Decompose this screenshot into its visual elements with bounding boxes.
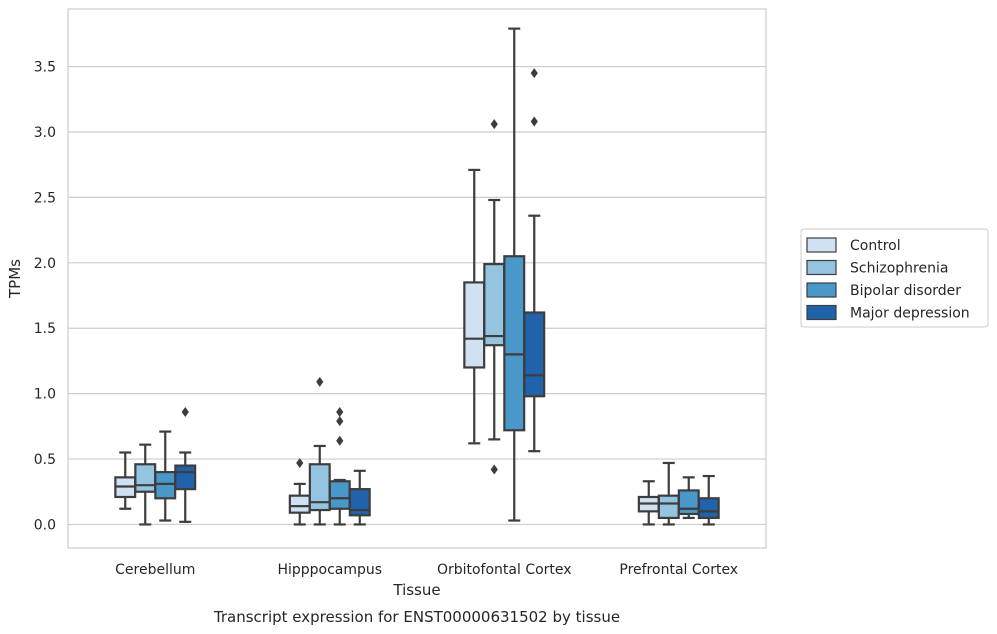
box bbox=[114, 451, 137, 510]
box bbox=[174, 406, 197, 523]
box-body bbox=[288, 494, 311, 514]
y-tick-label: 3.5 bbox=[34, 60, 56, 76]
x-axis-label: Tissue bbox=[392, 581, 440, 599]
outlier-point bbox=[530, 68, 538, 79]
x-axis-ticks: Cerebellum Hipppocampus Orbitofontal Corte… bbox=[115, 562, 738, 578]
chart-title: Transcript expression for ENST0000063150… bbox=[213, 608, 620, 626]
y-tick-label: 2.5 bbox=[34, 190, 56, 206]
x-tick-label: Orbitofontal Cortex bbox=[437, 562, 572, 578]
legend-frame bbox=[800, 228, 989, 328]
box-body bbox=[523, 311, 546, 398]
grid-lines bbox=[68, 65, 766, 526]
x-tick-label: Prefrontal Cortex bbox=[619, 562, 738, 578]
outlier-point bbox=[181, 406, 189, 417]
outlier-point bbox=[490, 119, 498, 130]
box bbox=[288, 457, 311, 526]
y-tick-label: 2.0 bbox=[34, 256, 56, 272]
series-control bbox=[114, 168, 660, 526]
legend-label: Control bbox=[850, 238, 901, 254]
box bbox=[328, 406, 351, 526]
box bbox=[134, 443, 157, 526]
box-body bbox=[503, 255, 526, 432]
legend-swatch bbox=[806, 304, 837, 321]
outlier-point bbox=[490, 464, 498, 475]
series-major-depression bbox=[174, 68, 720, 526]
box bbox=[697, 474, 720, 526]
y-tick-label: 3.0 bbox=[34, 125, 56, 141]
legend-swatch bbox=[806, 282, 837, 298]
outlier-point bbox=[336, 416, 344, 427]
plot-frame bbox=[67, 8, 767, 549]
legend-label: Major depression bbox=[850, 306, 970, 322]
outlier-point bbox=[296, 457, 304, 468]
outlier-point bbox=[336, 406, 344, 417]
box bbox=[308, 376, 331, 526]
box-plot-series bbox=[114, 27, 720, 526]
box bbox=[154, 430, 177, 522]
box-body bbox=[328, 480, 351, 510]
legend: Control Schizophrenia Bipolar disorder Majo… bbox=[800, 228, 989, 328]
legend-label: Bipolar disorder bbox=[850, 283, 961, 299]
box bbox=[463, 168, 486, 445]
legend-swatch bbox=[806, 259, 837, 276]
box bbox=[483, 119, 506, 475]
outlier-point bbox=[530, 116, 538, 127]
x-tick-label: Hipppocampus bbox=[277, 562, 382, 578]
box-body bbox=[174, 464, 197, 491]
y-tick-label: 0.5 bbox=[34, 452, 56, 468]
box-body bbox=[483, 263, 506, 347]
box-body bbox=[463, 281, 486, 369]
box bbox=[657, 461, 680, 526]
box-body bbox=[348, 488, 371, 517]
y-tick-label: 0.0 bbox=[34, 517, 56, 533]
box-body bbox=[697, 497, 720, 520]
box bbox=[523, 68, 546, 453]
series-schizophrenia bbox=[134, 119, 680, 526]
box-body bbox=[154, 471, 177, 500]
box bbox=[677, 476, 700, 520]
outlier-point bbox=[336, 435, 344, 446]
box bbox=[637, 480, 660, 526]
box bbox=[348, 469, 371, 526]
outlier-point bbox=[316, 376, 324, 387]
y-axis-ticks: 0.0 0.5 1.0 1.5 2.0 2.5 3.0 3.5 bbox=[34, 60, 56, 534]
box-body bbox=[677, 489, 700, 516]
legend-swatch bbox=[806, 237, 837, 253]
box-body bbox=[134, 463, 157, 493]
y-tick-label: 1.0 bbox=[34, 387, 56, 403]
box bbox=[503, 27, 526, 522]
series-bipolar-disorder bbox=[154, 27, 700, 526]
y-axis-label: TPMs bbox=[6, 259, 24, 299]
box-body bbox=[657, 494, 680, 520]
x-tick-label: Cerebellum bbox=[115, 562, 195, 578]
y-tick-label: 1.5 bbox=[34, 321, 56, 337]
legend-label: Schizophrenia bbox=[850, 261, 948, 277]
